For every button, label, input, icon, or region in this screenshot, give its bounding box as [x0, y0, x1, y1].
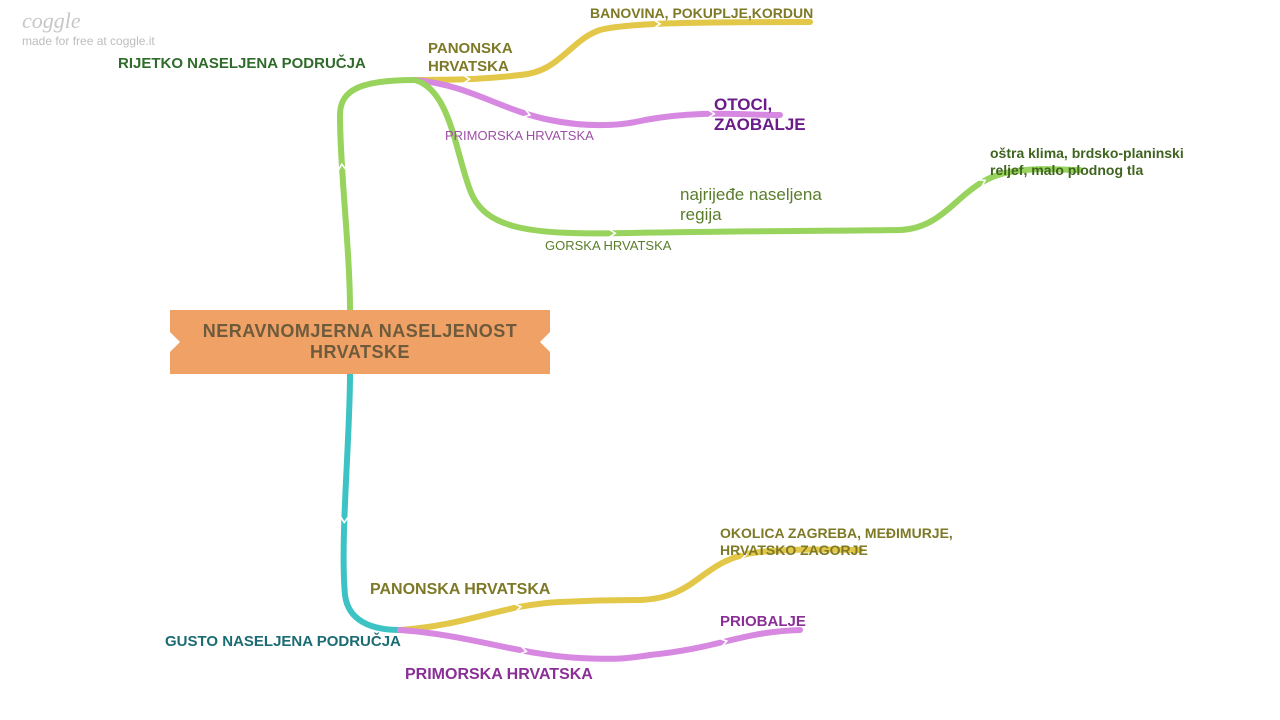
node-priobalje[interactable]: PRIOBALJE — [720, 613, 806, 631]
mindmap-canvas: coggle made for free at coggle.it NERAVN… — [0, 0, 1280, 720]
app-logo: coggle — [22, 8, 81, 34]
node-otoci[interactable]: OTOCI, ZAOBALJE — [714, 95, 806, 136]
node-primorska-bottom[interactable]: PRIMORSKA HRVATSKA — [405, 665, 593, 684]
node-gorska[interactable]: GORSKA HRVATSKA — [545, 238, 671, 254]
node-klima[interactable]: oštra klima, brdsko-planinski reljef, ma… — [990, 145, 1184, 179]
node-panonska-top[interactable]: PANONSKA HRVATSKA — [428, 40, 513, 76]
node-gusto[interactable]: GUSTO NASELJENA PODRUČJA — [165, 633, 401, 651]
node-okolica[interactable]: OKOLICA ZAGREBA, MEĐIMURJE, HRVATSKO ZAG… — [720, 525, 953, 559]
app-tagline: made for free at coggle.it — [22, 34, 155, 48]
node-banovina[interactable]: BANOVINA, POKUPLJE,KORDUN — [590, 5, 813, 22]
node-rijetko[interactable]: RIJETKO NASELJENA PODRUČJA — [118, 55, 366, 73]
node-panonska-bottom[interactable]: PANONSKA HRVATSKA — [370, 580, 550, 599]
node-najrijede[interactable]: najrijeđe naseljena regija — [680, 185, 822, 226]
root-node[interactable]: NERAVNOMJERNA NASELJENOST HRVATSKE — [170, 310, 550, 374]
node-primorska-top[interactable]: PRIMORSKA HRVATSKA — [445, 128, 594, 144]
